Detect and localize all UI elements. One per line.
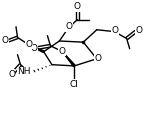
Text: O: O [135, 26, 142, 35]
Text: O: O [25, 40, 32, 49]
Text: O: O [94, 54, 101, 63]
Text: O: O [2, 36, 9, 45]
Text: O: O [74, 2, 81, 11]
Text: O: O [30, 44, 37, 53]
Text: O: O [111, 26, 118, 35]
Text: O: O [66, 22, 73, 31]
Text: O: O [8, 70, 15, 79]
Text: O: O [58, 47, 65, 56]
Polygon shape [30, 46, 44, 52]
Polygon shape [62, 52, 75, 66]
Text: NH: NH [18, 67, 31, 76]
Text: Cl: Cl [70, 80, 79, 89]
